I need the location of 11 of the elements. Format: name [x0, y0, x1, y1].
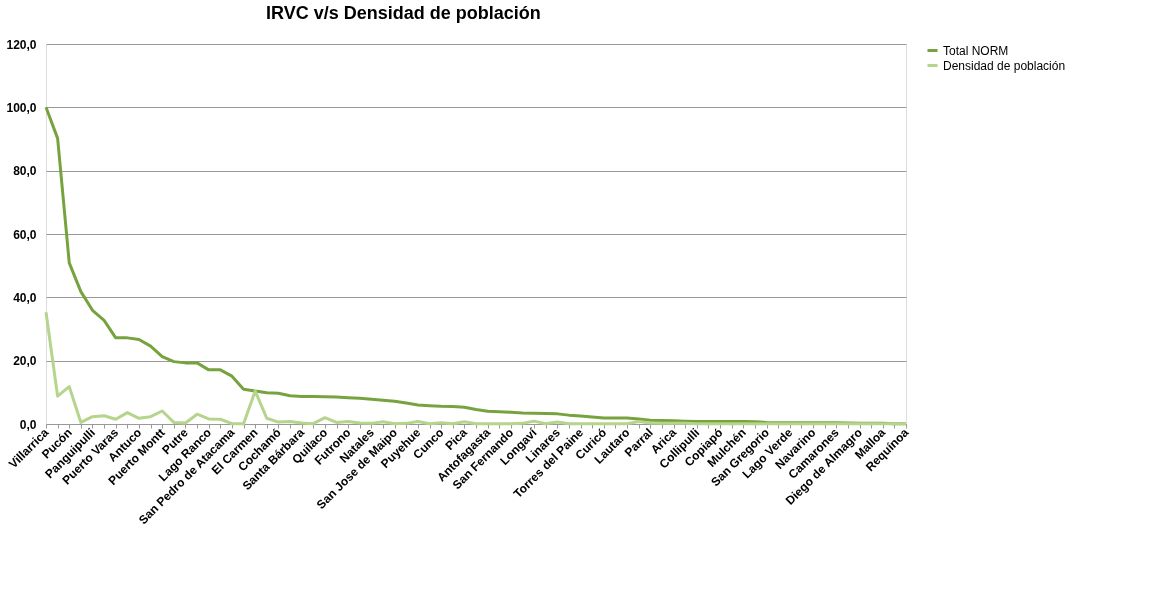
y-tick-label: 120,0 — [6, 37, 37, 52]
line-series — [44, 310, 908, 426]
y-tick-label: 60,0 — [13, 227, 37, 242]
y-tick-label: 40,0 — [13, 290, 37, 305]
y-tick-label: 0,0 — [19, 417, 37, 432]
y-tick-label: 20,0 — [13, 354, 37, 369]
y-tick-label: 100,0 — [6, 100, 37, 115]
y-tick-label: 80,0 — [13, 164, 37, 179]
legend-label: Densidad de población — [943, 58, 1066, 73]
chart-title: IRVC v/s Densidad de población — [265, 3, 541, 23]
legend-label: Total NORM — [943, 43, 1009, 58]
